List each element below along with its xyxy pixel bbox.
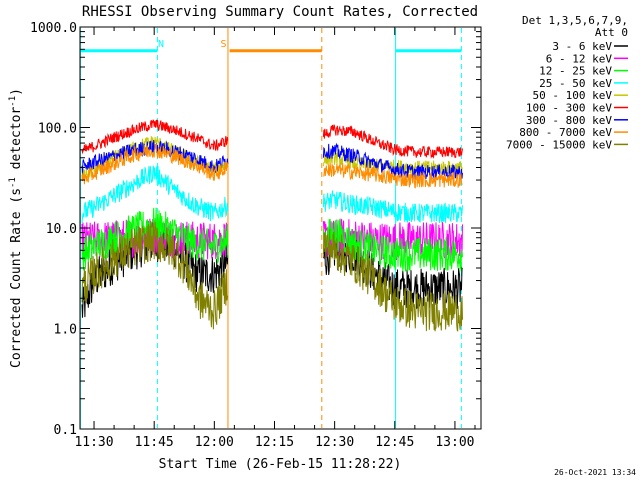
series-300-800-kev-post-gap	[322, 142, 463, 181]
x-tick-label-12-00: 12:00	[195, 435, 234, 450]
legend-label-300-800-kev: 300 - 800 keV	[526, 114, 612, 127]
x-axis-label: Start Time (26-Feb-15 11:28:22)	[159, 457, 402, 472]
x-tick-label-12-30: 12:30	[315, 435, 354, 450]
y-tick-label-0-1: 0.1	[54, 423, 77, 438]
x-tick-label-12-15: 12:15	[255, 435, 294, 450]
footer-timestamp: 26-Oct-2021 13:34	[554, 468, 636, 477]
series-800-7000-kev-post-gap	[323, 162, 463, 189]
legend-label-50-100-kev: 50 - 100 keV	[533, 89, 613, 102]
axes: 11:30 11:45 12:00 12:15 12:30 12:45 13:00 0.1 1.…	[30, 21, 481, 450]
legend-label-3-6-kev: 3 - 6 keV	[552, 40, 612, 53]
y-tick-label-1-0: 1.0	[54, 323, 77, 338]
series-100-300-kev-post-gap	[322, 124, 463, 159]
series-800-7000-kev-pre-gap	[81, 143, 229, 185]
legend-label-7000-15000-kev: 7000 - 15000 keV	[506, 138, 612, 151]
legend-label-12-25-kev: 12 - 25 keV	[539, 65, 612, 78]
series-100-300-kev-pre-gap	[81, 119, 229, 155]
legend-header-line-1: Det 1,3,5,6,7,9,	[522, 14, 628, 27]
series-7000-15000-kev-pre-gap	[81, 220, 229, 330]
series-7000-15000-kev-post-gap	[322, 229, 463, 332]
y-tick-label-1000-0: 1000.0	[30, 21, 77, 36]
x-tick-label-11-45: 11:45	[135, 435, 174, 450]
legend-label-100-300-kev: 100 - 300 keV	[526, 102, 612, 115]
status-bar-label-s: S	[221, 39, 227, 50]
status-bar-label-n: N	[158, 39, 164, 50]
legend-label-25-50-kev: 25 - 50 keV	[539, 77, 612, 90]
legend-header-line-2: Att 0	[595, 26, 628, 39]
x-tick-label-11-30: 11:30	[74, 435, 113, 450]
y-axis-label: Corrected Count Rate (s-1 detector-1)	[8, 88, 24, 368]
y-tick-label-100-0: 100.0	[38, 122, 77, 137]
x-tick-label-12-45: 12:45	[375, 435, 414, 450]
x-tick-label-13-00: 13:00	[435, 435, 474, 450]
series-25-50-kev-pre-gap	[81, 165, 229, 223]
legend-label-6-12-kev: 6 - 12 keV	[546, 52, 613, 65]
series-25-50-kev-post-gap	[322, 190, 463, 224]
chart-title: RHESSI Observing Summary Count Rates, Co…	[82, 4, 478, 20]
legend-label-800-7000-kev: 800 - 7000 keV	[519, 126, 612, 139]
y-tick-label-10-0: 10.0	[46, 222, 77, 237]
